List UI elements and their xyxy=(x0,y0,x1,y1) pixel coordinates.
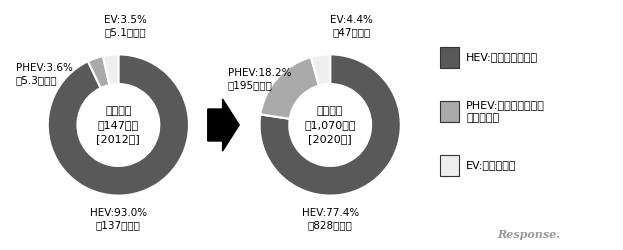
Text: EV:4.4%
（47万台）: EV:4.4% （47万台） xyxy=(330,15,373,37)
Text: エコカー
計147万台
[2012年]: エコカー 計147万台 [2012年] xyxy=(97,106,140,144)
Text: EV:電気自動車: EV:電気自動車 xyxy=(466,160,516,170)
FancyArrow shape xyxy=(208,99,239,151)
Bar xyxy=(440,47,459,68)
Text: EV:3.5%
（5.1万台）: EV:3.5% （5.1万台） xyxy=(104,15,147,37)
Text: PHEV:プラグインハイ
ブリッド車: PHEV:プラグインハイ ブリッド車 xyxy=(466,100,545,123)
Text: HEV:93.0%
（137万台）: HEV:93.0% （137万台） xyxy=(90,208,147,230)
Wedge shape xyxy=(260,57,319,119)
Text: PHEV:18.2%
（195万台）: PHEV:18.2% （195万台） xyxy=(228,68,292,90)
Wedge shape xyxy=(103,54,118,85)
Wedge shape xyxy=(88,56,110,88)
Wedge shape xyxy=(260,54,401,196)
Text: Response.: Response. xyxy=(498,229,561,240)
Text: HEV:77.4%
（828万台）: HEV:77.4% （828万台） xyxy=(302,208,359,230)
Text: PHEV:3.6%
（5.3万台）: PHEV:3.6% （5.3万台） xyxy=(16,63,73,85)
Wedge shape xyxy=(48,54,189,196)
Text: HEV:ハイブリッド車: HEV:ハイブリッド車 xyxy=(466,52,538,62)
Text: エコカー
計1,070万台
[2020年]: エコカー 計1,070万台 [2020年] xyxy=(305,106,356,144)
Bar xyxy=(440,155,459,176)
Wedge shape xyxy=(311,54,330,86)
Bar xyxy=(440,102,459,122)
